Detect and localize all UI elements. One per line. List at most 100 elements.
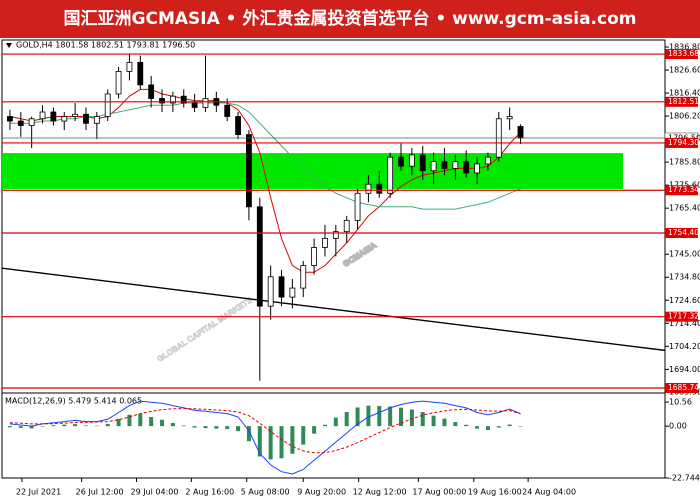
banner-title: 国汇亚洲GCMASIA • 外汇贵金属投资首选平台 • www.gcm-asia… (64, 8, 637, 29)
candle-body (169, 95, 176, 104)
y-tick-label: 1714.40 (669, 319, 700, 328)
candle-body (137, 61, 144, 86)
x-tick-label: 5 Aug 08:00 (241, 488, 290, 497)
y-tick-label: 1836.80 (669, 42, 700, 51)
y-tick-label: 1734.80 (669, 273, 700, 282)
candle-body (256, 206, 263, 307)
candle-body (343, 219, 350, 233)
macd-bar (485, 426, 490, 431)
level-box (665, 137, 698, 148)
x-tick-label: 29 Jul 04:00 (130, 488, 178, 497)
candle-body (191, 102, 198, 108)
macd-bar (246, 426, 251, 442)
macd-bar (496, 426, 501, 428)
candle-body (430, 161, 437, 172)
candle-body (365, 183, 372, 194)
x-tick-label: 2 Aug 16:00 (185, 488, 234, 497)
macd-bar (62, 424, 67, 427)
plot-frame (1, 39, 666, 479)
signal-line (9, 408, 521, 454)
x-tick-label: 9 Aug 20:00 (297, 488, 346, 497)
macd-bar (377, 406, 382, 427)
candle-body (485, 156, 491, 165)
candle-body (224, 104, 231, 117)
macd-bar (322, 424, 327, 427)
candle-body (311, 247, 318, 266)
macd-bar (355, 407, 360, 427)
candle-body (517, 126, 524, 139)
candle-body (235, 116, 241, 135)
macd-bar (170, 422, 175, 427)
macd-bar (225, 426, 230, 430)
macd-bar (257, 426, 262, 457)
banner (0, 0, 700, 38)
macd-bar (388, 406, 393, 427)
trendline (2, 267, 665, 352)
x-tick-label: 12 Aug 12:00 (353, 488, 407, 497)
candle-body (126, 61, 133, 72)
x-tick-label: 24 Aug 04:00 (522, 488, 576, 497)
candle-body (289, 287, 296, 298)
candle-body (104, 93, 111, 117)
y-tick-label: 1724.60 (669, 296, 700, 305)
macd-bar (399, 407, 404, 427)
candle-body (463, 161, 470, 174)
level-box (665, 227, 698, 238)
y-tick-label: 1826.60 (669, 66, 700, 75)
level-box (665, 96, 698, 107)
macd-bar (333, 417, 338, 427)
y-tick-label: 1816.40 (669, 89, 700, 98)
y-tick-label: 1785.80 (669, 158, 700, 167)
macd-bar (192, 426, 197, 428)
y-tick-label: 10.56 (669, 398, 692, 407)
macd-bar (290, 426, 295, 454)
macd-bar (420, 412, 425, 427)
candle-body (180, 95, 187, 104)
candle-body (506, 116, 513, 120)
y-tick-label: 1806.20 (669, 112, 700, 121)
macd-bar (51, 425, 56, 427)
y-tick-label: 1745.00 (669, 250, 700, 259)
y-tick-label: 1765.40 (669, 204, 700, 213)
macd-bar (518, 425, 523, 427)
macd-bar (160, 419, 165, 427)
level-label: 1773.34 (668, 185, 699, 194)
level-box (665, 382, 698, 393)
level-box (665, 49, 698, 60)
price-plot (2, 53, 665, 381)
x-tick-label: 17 Aug 00:00 (412, 488, 466, 497)
candle-body (50, 111, 57, 122)
symbol-icon (6, 43, 12, 48)
macd-bar (344, 412, 349, 427)
macd-bar (18, 426, 23, 428)
macd-bar (312, 426, 317, 434)
level-label: 1717.32 (668, 312, 699, 321)
macd-plot (7, 400, 523, 475)
macd-bar (301, 426, 306, 445)
y-tick-label: 0.00 (669, 422, 687, 431)
candle-body (267, 276, 274, 307)
macd-bar (203, 426, 208, 429)
macd-bar (138, 413, 143, 427)
macd-bar (29, 426, 34, 429)
macd-bar (236, 426, 241, 432)
candle-body (354, 192, 361, 221)
zone (2, 153, 623, 189)
macd-bar (268, 426, 273, 460)
macd-bar (453, 422, 458, 427)
level-box (665, 185, 698, 196)
candle-body (83, 113, 89, 124)
macd-bar (507, 424, 512, 427)
y-tick-label: 1694.00 (669, 365, 700, 374)
candle-body (322, 238, 328, 248)
candle-body (278, 276, 285, 298)
candle-body (419, 154, 426, 172)
candle-body (93, 116, 100, 124)
macd-bar (475, 426, 480, 429)
x-tick-label: 26 Jul 12:00 (76, 488, 124, 497)
macd-panel-title: MACD(12,26,9) 5.479 5.414 0.065 (5, 397, 142, 406)
candle-body (7, 116, 13, 122)
candle-body (39, 111, 46, 120)
